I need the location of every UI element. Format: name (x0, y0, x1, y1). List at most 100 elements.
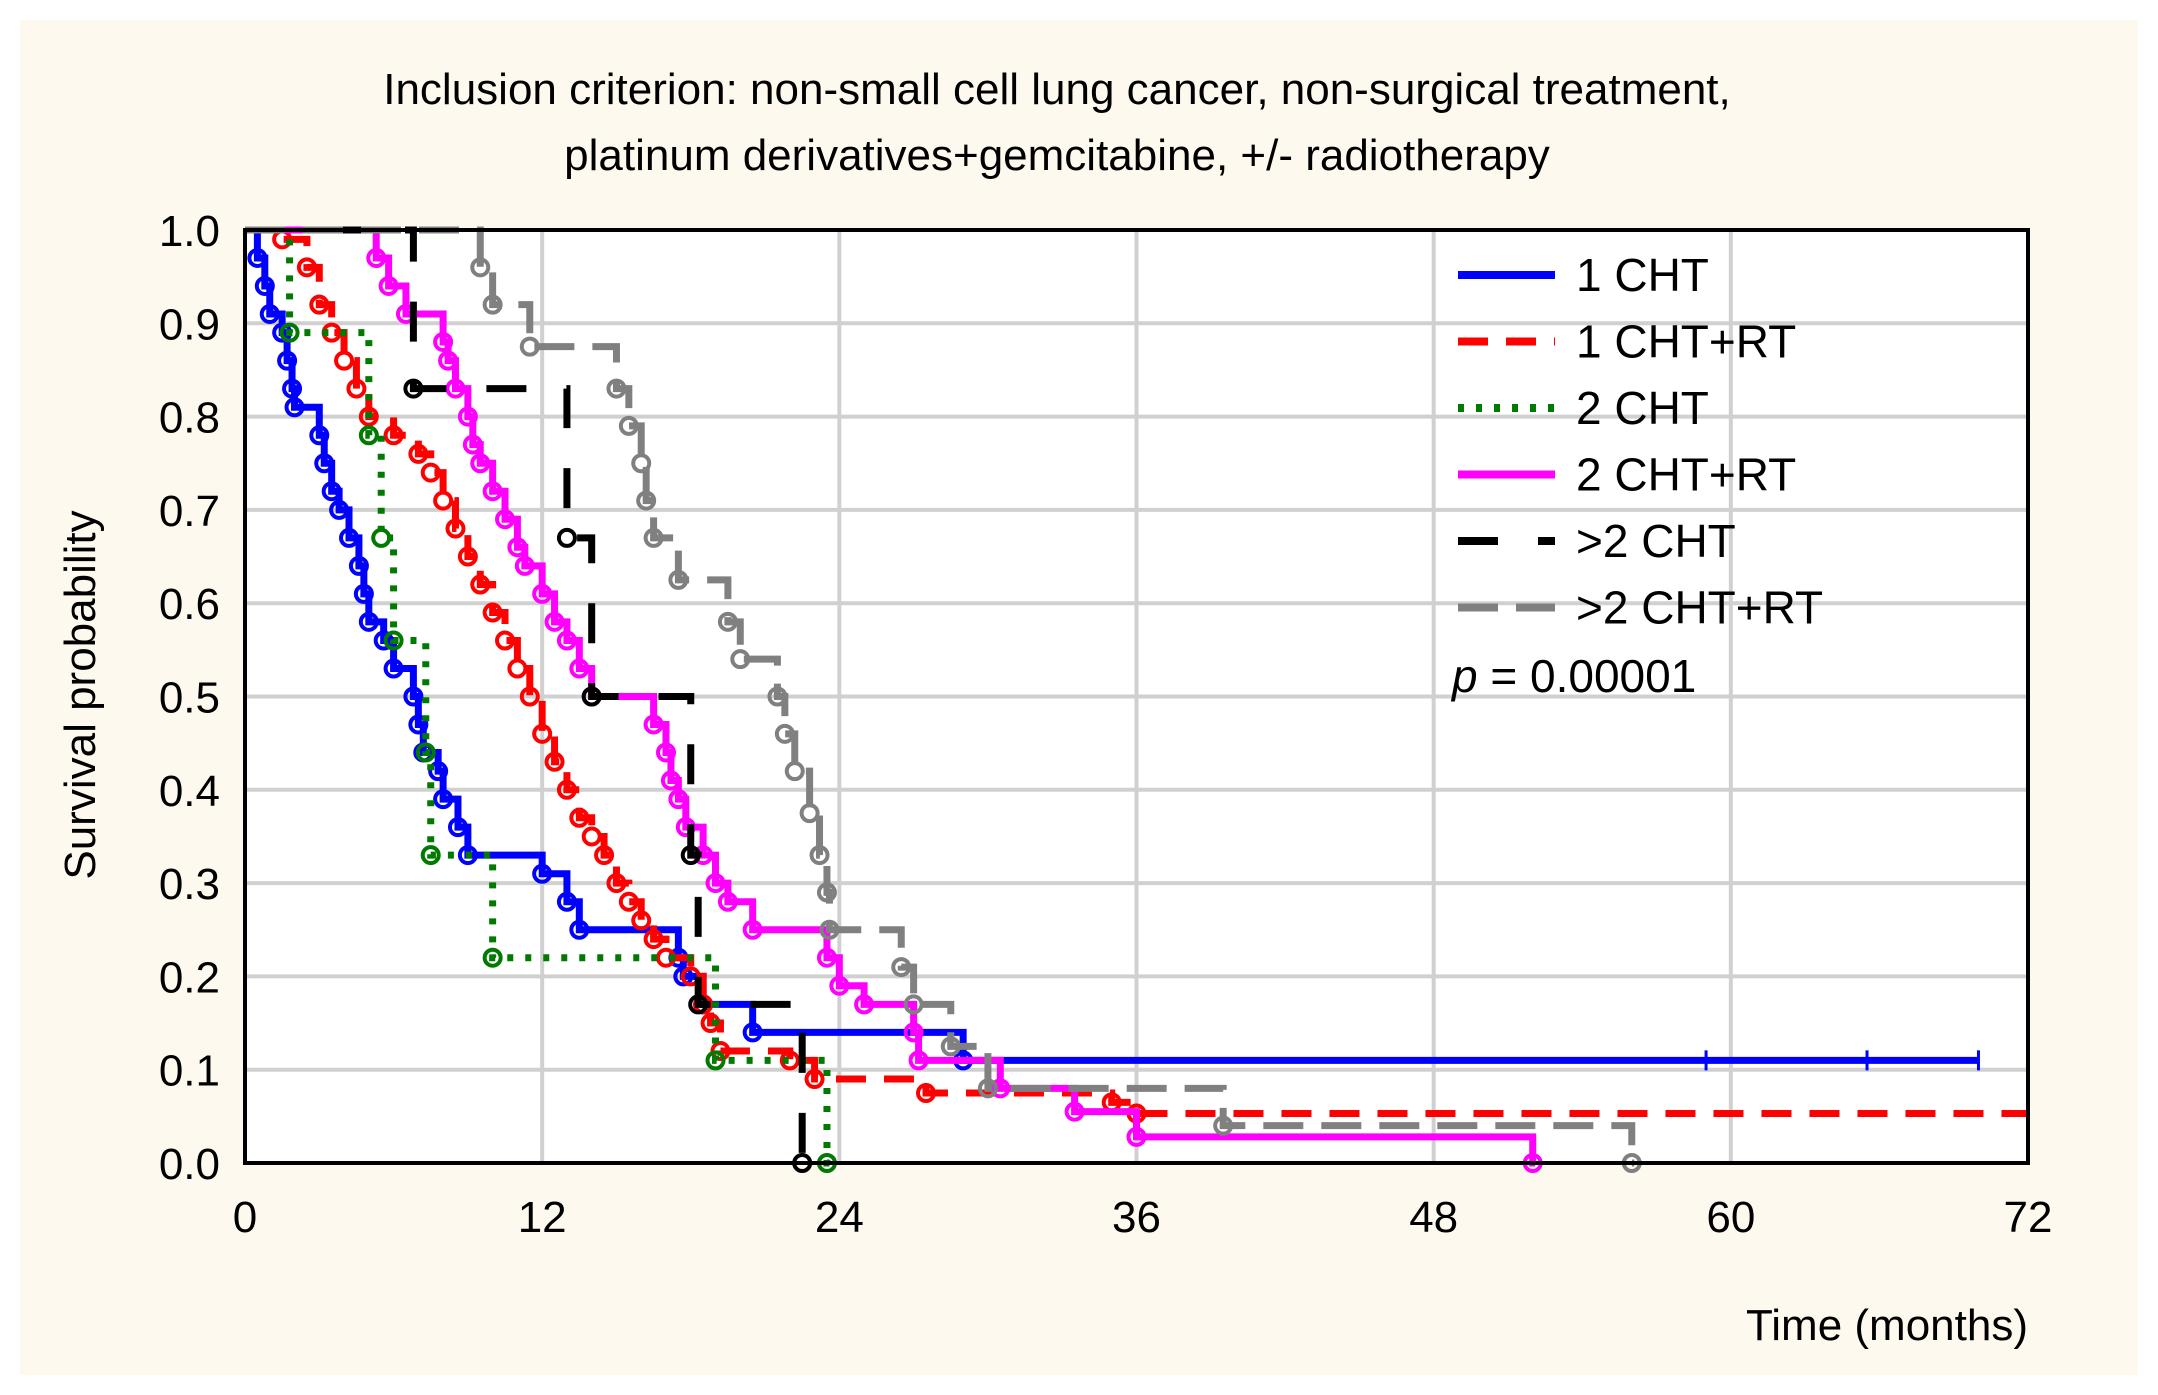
event-marker (673, 966, 694, 987)
event-marker (445, 378, 466, 399)
event-marker (816, 947, 837, 968)
legend-label: 2 CHT (1576, 382, 1709, 434)
event-marker (447, 817, 468, 838)
chart-title-line-1: Inclusion criterion: non-small cell lung… (383, 65, 1731, 114)
event-marker (532, 723, 553, 744)
event-marker (903, 1022, 924, 1043)
event-marker (730, 649, 751, 670)
event-marker (680, 966, 701, 987)
event-marker (705, 873, 726, 894)
event-marker (383, 658, 404, 679)
legend-label: 1 CHT (1576, 249, 1709, 301)
event-marker (358, 406, 379, 427)
event-marker (428, 761, 449, 782)
event-marker (1213, 1115, 1234, 1136)
event-marker (1126, 1126, 1147, 1147)
x-tick-label: 0 (233, 1193, 257, 1242)
y-tick-label: 0.3 (159, 860, 220, 909)
event-marker (470, 453, 491, 474)
event-marker (433, 331, 454, 352)
survival-curve (245, 226, 806, 1167)
y-tick-label: 0.1 (159, 1047, 220, 1096)
event-marker (606, 378, 627, 399)
event-marker (438, 350, 459, 371)
event-marker (767, 686, 788, 707)
event-marker (279, 322, 300, 343)
event-marker (366, 247, 387, 268)
event-marker (358, 611, 379, 632)
event-marker (655, 742, 676, 763)
event-marker (482, 947, 503, 968)
event-marker (779, 1050, 800, 1071)
event-marker (544, 751, 565, 772)
event-marker (799, 803, 820, 824)
event-marker (277, 350, 298, 371)
p-value: = 0.00001 (1478, 650, 1697, 702)
event-marker (514, 555, 535, 576)
event-marker (569, 807, 590, 828)
x-tick-label: 60 (1706, 1193, 1755, 1242)
event-marker (643, 929, 664, 950)
event-marker (581, 686, 602, 707)
x-axis-label: Time (months) (1746, 1301, 2028, 1350)
event-marker (309, 425, 330, 446)
event-marker (470, 257, 491, 278)
event-marker (581, 826, 602, 847)
event-marker (519, 336, 540, 357)
event-marker (284, 397, 305, 418)
x-tick-label: 24 (815, 1193, 864, 1242)
event-marker (784, 761, 805, 782)
event-marker (977, 1078, 998, 1099)
y-axis-label: Survival probability (56, 510, 105, 879)
legend-label: >2 CHT (1576, 515, 1736, 567)
event-marker (457, 406, 478, 427)
event-marker (643, 527, 664, 548)
event-marker (507, 537, 528, 558)
event-marker (346, 378, 367, 399)
event-marker (1064, 1101, 1085, 1122)
y-tick-label: 0.9 (159, 300, 220, 349)
event-marker (819, 919, 840, 940)
event-marker (556, 779, 577, 800)
event-marker (854, 994, 875, 1015)
event-marker (378, 275, 399, 296)
event-marker (717, 611, 738, 632)
event-marker (470, 574, 491, 595)
event-marker (688, 994, 709, 1015)
event-marker (254, 275, 275, 296)
event-marker (415, 742, 436, 763)
y-tick-label: 1.0 (159, 207, 220, 256)
event-marker (321, 481, 342, 502)
event-marker (348, 555, 369, 576)
legend-item: >2 CHT (1458, 515, 1736, 567)
event-marker (457, 845, 478, 866)
event-marker (809, 845, 830, 866)
event-marker (433, 490, 454, 511)
event-marker (631, 910, 652, 931)
plot-frame (243, 228, 2030, 1165)
event-marker (618, 415, 639, 436)
event-marker (329, 499, 350, 520)
event-marker (668, 569, 689, 590)
event-marker (569, 658, 590, 679)
event-marker (594, 845, 615, 866)
event-marker (532, 583, 553, 604)
event-marker (705, 1050, 726, 1071)
event-marker (804, 1069, 825, 1090)
event-marker (371, 527, 392, 548)
event-marker (420, 845, 441, 866)
event-marker (282, 378, 303, 399)
event-marker (660, 770, 681, 791)
event-marker (606, 873, 627, 894)
p-value-annotation: p = 0.00001 (1450, 650, 1696, 702)
event-marker (445, 518, 466, 539)
event-marker (532, 863, 553, 884)
event-marker (544, 611, 565, 632)
event-marker (668, 789, 689, 810)
event-marker (462, 434, 483, 455)
event-marker (940, 1036, 961, 1057)
legend-label: 1 CHT+RT (1576, 316, 1796, 368)
event-marker (259, 303, 280, 324)
y-tick-label: 0.7 (159, 487, 220, 536)
y-tick-label: 0.6 (159, 580, 220, 629)
